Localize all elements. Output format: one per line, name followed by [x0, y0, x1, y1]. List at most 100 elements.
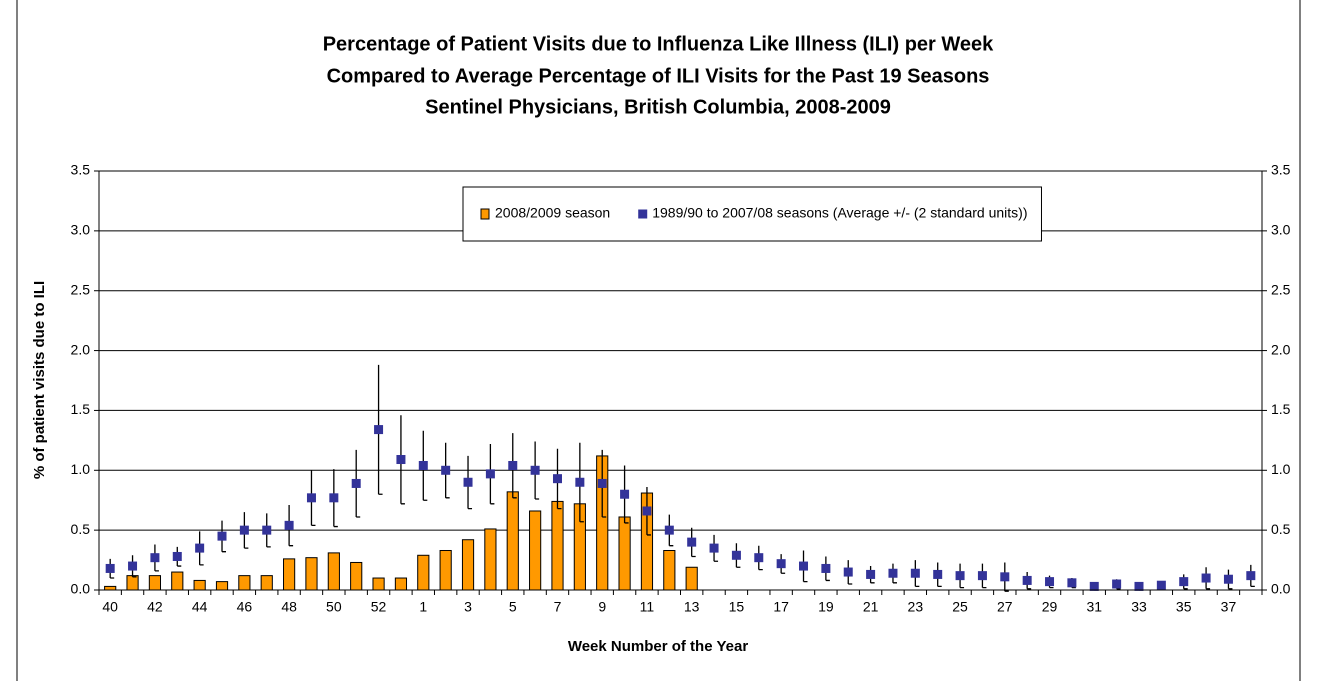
y-tick-label: 0.0: [71, 581, 91, 597]
bar: [260, 575, 273, 591]
y2-tick-label: 0.5: [1271, 521, 1291, 537]
marker: [441, 465, 451, 475]
x-tick-label: 52: [371, 599, 387, 615]
marker: [105, 563, 115, 573]
marker: [933, 569, 943, 579]
marker: [1067, 578, 1077, 588]
bar: [461, 539, 475, 591]
y2-tick-label: 3.0: [1271, 222, 1291, 238]
marker: [239, 525, 249, 535]
x-tick-label: 5: [509, 599, 517, 615]
bar: [327, 552, 340, 591]
marker: [731, 550, 741, 560]
x-tick-label: 35: [1176, 599, 1192, 615]
marker: [128, 561, 138, 571]
marker: [1045, 577, 1055, 587]
legend-swatch: [638, 209, 648, 219]
y-tick-label: 1.5: [71, 401, 91, 417]
marker: [329, 493, 339, 503]
marker: [687, 537, 697, 547]
marker: [977, 571, 987, 581]
marker: [620, 489, 630, 499]
y-tick-label: 2.0: [71, 341, 91, 357]
y2-tick-label: 1.0: [1271, 461, 1291, 477]
marker: [1134, 581, 1144, 591]
marker: [552, 474, 562, 484]
marker: [485, 469, 495, 479]
marker: [150, 553, 160, 563]
y-tick-label: 3.5: [71, 162, 91, 178]
chart-title: Sentinel Physicians, British Columbia, 2…: [425, 96, 891, 118]
x-tick-label: 31: [1086, 599, 1102, 615]
bar: [417, 554, 430, 591]
marker: [642, 506, 652, 516]
bar: [372, 577, 385, 591]
marker: [866, 569, 876, 579]
x-tick-label: 7: [554, 599, 562, 615]
marker: [955, 571, 965, 581]
marker: [776, 559, 786, 569]
marker: [463, 477, 473, 487]
marker: [262, 525, 272, 535]
x-tick-label: 46: [237, 599, 253, 615]
y-tick-label: 1.0: [71, 461, 91, 477]
marker: [374, 425, 384, 435]
marker: [1156, 580, 1166, 590]
x-tick-label: 29: [1042, 599, 1058, 615]
marker: [799, 561, 809, 571]
bar: [283, 558, 296, 591]
bar: [171, 571, 184, 591]
bar: [104, 585, 117, 591]
x-tick-label: 42: [147, 599, 163, 615]
marker: [1223, 574, 1233, 584]
x-tick-label: 50: [326, 599, 342, 615]
y2-tick-label: 2.5: [1271, 281, 1291, 297]
bar: [193, 579, 206, 591]
x-tick-label: 15: [729, 599, 745, 615]
x-tick-label: 40: [102, 599, 118, 615]
marker: [910, 568, 920, 578]
x-tick-label: 13: [684, 599, 700, 615]
legend-swatch: [480, 208, 490, 220]
x-tick-label: 17: [773, 599, 789, 615]
marker: [284, 520, 294, 530]
y2-tick-label: 1.5: [1271, 401, 1291, 417]
x-tick-label: 1: [419, 599, 427, 615]
y-tick-label: 3.0: [71, 222, 91, 238]
marker: [575, 477, 585, 487]
marker: [1089, 581, 1099, 591]
marker: [396, 455, 406, 465]
marker: [597, 478, 607, 488]
x-axis-title: Week Number of the Year: [568, 638, 749, 655]
legend-label: 1989/90 to 2007/08 seasons (Average +/- …: [652, 205, 1027, 221]
bar: [238, 575, 251, 591]
chart-title: Compared to Average Percentage of ILI Vi…: [327, 65, 990, 87]
marker: [664, 525, 674, 535]
x-tick-label: 37: [1221, 599, 1237, 615]
x-tick-label: 19: [818, 599, 834, 615]
y-axis-title: % of patient visits due to ILI: [31, 281, 48, 479]
marker: [351, 478, 361, 488]
marker: [1112, 579, 1122, 589]
bar: [663, 549, 676, 591]
bar: [529, 510, 542, 591]
legend-label: 2008/2009 season: [495, 205, 610, 221]
y2-tick-label: 2.0: [1271, 341, 1291, 357]
y2-tick-label: 3.5: [1271, 162, 1291, 178]
marker: [418, 460, 428, 470]
legend: 2008/2009 season 1989/90 to 2007/08 seaso…: [462, 186, 1042, 242]
marker: [1246, 571, 1256, 581]
bar: [394, 577, 408, 591]
marker: [709, 543, 719, 553]
marker: [217, 531, 227, 541]
marker: [1179, 577, 1189, 587]
x-tick-label: 9: [598, 599, 606, 615]
chart-title: Percentage of Patient Visits due to Infl…: [323, 33, 994, 55]
bar: [618, 516, 631, 591]
bar: [439, 549, 452, 591]
bar: [685, 566, 698, 591]
marker: [195, 543, 205, 553]
marker: [888, 568, 898, 578]
bar: [484, 528, 497, 591]
x-tick-label: 25: [952, 599, 968, 615]
